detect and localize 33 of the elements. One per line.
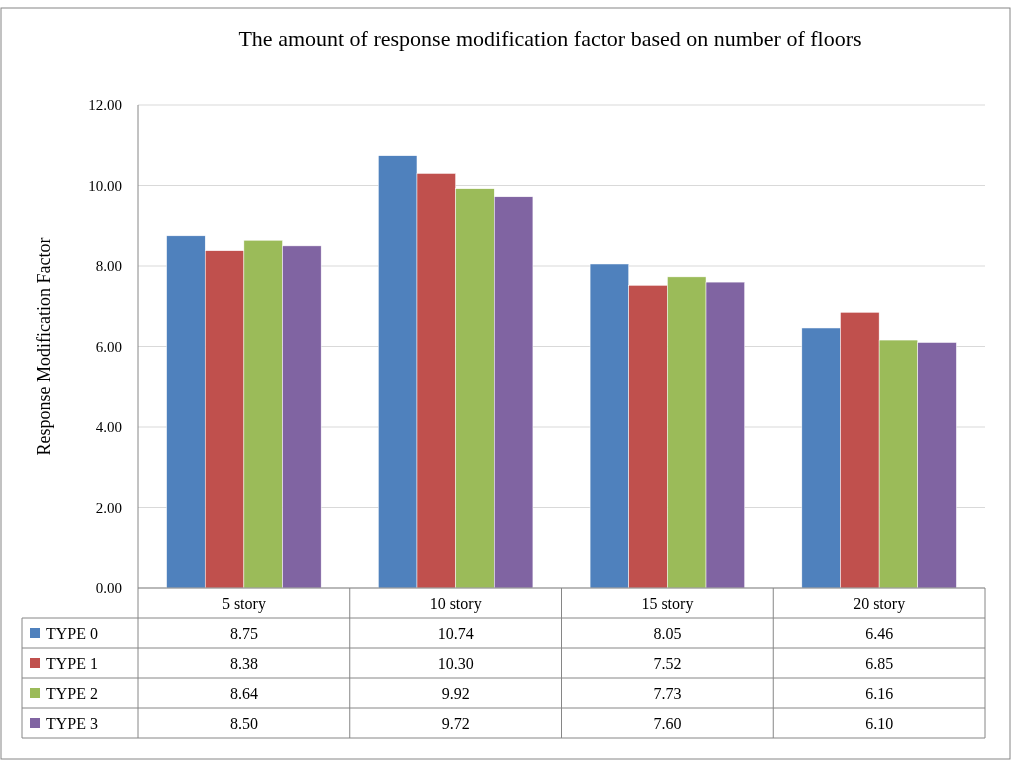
y-axis-title: Response Modification Factor bbox=[34, 237, 54, 456]
x-tick-label: 15 story bbox=[641, 594, 694, 613]
data-label: 6.16 bbox=[865, 684, 894, 702]
legend-label: TYPE 2 bbox=[46, 684, 98, 702]
data-label: 7.52 bbox=[653, 654, 682, 672]
x-tick-label: 5 story bbox=[221, 594, 266, 613]
data-label: 8.05 bbox=[653, 624, 682, 642]
data-label: 6.46 bbox=[865, 624, 894, 642]
data-label: 10.74 bbox=[437, 624, 474, 642]
y-tick-label: 2.00 bbox=[95, 499, 122, 516]
data-label: 6.85 bbox=[865, 654, 894, 672]
data-label: 8.64 bbox=[229, 684, 258, 702]
data-label: 7.73 bbox=[653, 684, 682, 702]
y-tick-label: 10.00 bbox=[88, 177, 122, 194]
data-label: 9.92 bbox=[441, 684, 470, 702]
data-label: 6.10 bbox=[865, 714, 894, 732]
x-tick-label: 20 story bbox=[853, 594, 906, 613]
y-tick-label: 12.00 bbox=[88, 97, 122, 114]
legend-label: TYPE 0 bbox=[46, 624, 98, 642]
legend-label: TYPE 3 bbox=[46, 714, 98, 732]
data-label: 10.30 bbox=[437, 654, 474, 672]
y-tick-label: 8.00 bbox=[95, 258, 122, 275]
data-label: 8.38 bbox=[229, 654, 258, 672]
data-label: 9.72 bbox=[441, 714, 470, 732]
legend-label: TYPE 1 bbox=[46, 654, 98, 672]
y-tick-label: 4.00 bbox=[95, 419, 122, 436]
data-label: 8.50 bbox=[229, 714, 258, 732]
chart-title: The amount of response modification factor based on number of floors bbox=[238, 26, 862, 51]
y-tick-label: 6.00 bbox=[95, 338, 122, 355]
data-label: 8.75 bbox=[229, 624, 258, 642]
data-label: 7.60 bbox=[653, 714, 682, 732]
y-tick-label: 0.00 bbox=[95, 580, 122, 597]
x-tick-label: 10 story bbox=[429, 594, 482, 613]
